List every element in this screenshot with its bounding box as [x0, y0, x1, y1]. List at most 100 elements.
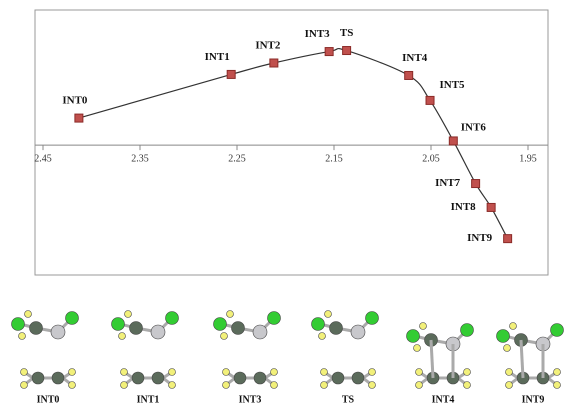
data-point: [504, 235, 512, 243]
bond: [521, 340, 523, 378]
atom: [416, 382, 423, 389]
point-label: INT7: [435, 177, 461, 189]
atom: [232, 322, 245, 335]
atom: [351, 325, 365, 339]
atom: [169, 382, 176, 389]
point-label: INT9: [467, 232, 493, 244]
atom: [414, 345, 421, 352]
data-point: [75, 114, 83, 122]
atom: [112, 318, 125, 331]
atom: [321, 369, 328, 376]
atom: [369, 382, 376, 389]
atom: [407, 330, 420, 343]
atom: [369, 369, 376, 376]
x-tick-label: 2.15: [325, 153, 343, 164]
atom: [51, 325, 65, 339]
point-label: INT2: [255, 40, 281, 52]
atom: [21, 369, 28, 376]
atom: [420, 323, 427, 330]
atom: [551, 324, 564, 337]
molecule-label: INT0: [37, 394, 60, 405]
atom: [52, 372, 64, 384]
atom: [125, 311, 132, 318]
atom: [214, 318, 227, 331]
data-point: [487, 203, 495, 211]
atom: [152, 372, 164, 384]
atom: [121, 369, 128, 376]
atom: [554, 382, 561, 389]
atom: [271, 382, 278, 389]
atom: [25, 311, 32, 318]
x-tick-label: 2.05: [422, 153, 440, 164]
x-tick-label: 2.45: [34, 153, 52, 164]
atom: [352, 372, 364, 384]
atom: [325, 311, 332, 318]
atom: [130, 322, 143, 335]
atom: [169, 369, 176, 376]
molecule-label: TS: [342, 394, 355, 405]
atom: [554, 369, 561, 376]
data-point: [343, 47, 351, 55]
point-label: INT0: [62, 95, 88, 107]
atom: [510, 323, 517, 330]
atom: [223, 369, 230, 376]
data-point: [405, 71, 413, 79]
data-point: [449, 137, 457, 145]
atom: [69, 369, 76, 376]
bond: [431, 340, 433, 378]
atom: [234, 372, 246, 384]
molecule-label: INT4: [432, 394, 455, 405]
x-tick-label: 2.35: [131, 153, 149, 164]
atom: [12, 318, 25, 331]
atom: [66, 312, 79, 325]
atom: [332, 372, 344, 384]
point-label: INT6: [461, 121, 487, 133]
data-point: [270, 59, 278, 67]
atom: [506, 382, 513, 389]
atom: [321, 382, 328, 389]
point-label: TS: [340, 27, 353, 39]
x-tick-label: 2.25: [228, 153, 246, 164]
atom: [119, 333, 126, 340]
point-label: INT8: [451, 201, 477, 213]
atom: [19, 333, 26, 340]
atom: [464, 382, 471, 389]
atom: [227, 311, 234, 318]
atom: [268, 312, 281, 325]
point-label: INT1: [205, 51, 230, 63]
atom: [253, 325, 267, 339]
atom: [223, 382, 230, 389]
atom: [30, 322, 43, 335]
atom: [416, 369, 423, 376]
atom: [506, 369, 513, 376]
molecule-label: INT9: [522, 394, 545, 405]
atom: [69, 382, 76, 389]
data-point: [227, 70, 235, 78]
data-point: [325, 48, 333, 56]
point-label: INT4: [402, 52, 428, 64]
atom: [464, 369, 471, 376]
point-label: INT5: [439, 79, 465, 91]
data-point: [472, 180, 480, 188]
atom: [166, 312, 179, 325]
atom: [32, 372, 44, 384]
atom: [221, 333, 228, 340]
figure: 2.45 2.35 2.25 2.15 2.05 1.95 INT0 INT1 INT2 INT3…: [0, 0, 571, 407]
atom: [504, 345, 511, 352]
molecule-label: INT3: [239, 394, 262, 405]
x-tick-label: 1.95: [519, 153, 537, 164]
atom: [461, 324, 474, 337]
atom: [330, 322, 343, 335]
atom: [132, 372, 144, 384]
atom: [366, 312, 379, 325]
data-point: [426, 96, 434, 104]
molecule-label: INT1: [137, 394, 160, 405]
point-label: INT3: [305, 28, 331, 40]
atom: [271, 369, 278, 376]
atom: [21, 382, 28, 389]
atom: [121, 382, 128, 389]
atom: [151, 325, 165, 339]
atom: [497, 330, 510, 343]
atom: [319, 333, 326, 340]
atom: [254, 372, 266, 384]
